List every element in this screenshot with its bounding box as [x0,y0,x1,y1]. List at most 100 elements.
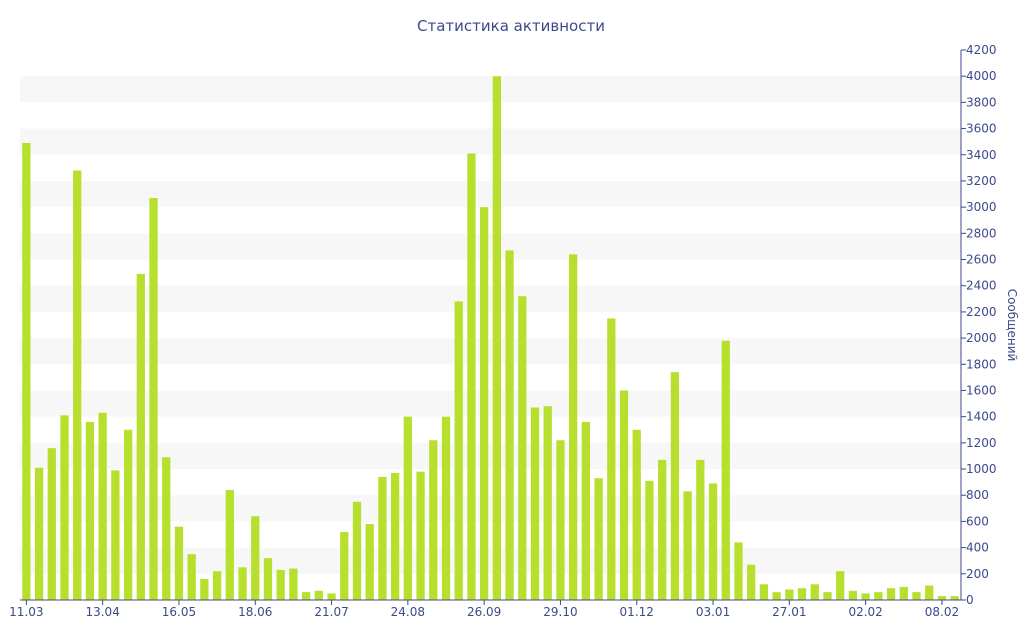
bar[interactable] [759,584,769,600]
bar[interactable] [683,491,692,600]
bar[interactable] [785,589,794,600]
bar[interactable] [721,340,730,600]
bar[interactable] [823,592,832,600]
bar[interactable] [772,592,781,600]
bar[interactable] [365,524,374,600]
y-tick-label: 600 [966,514,989,528]
bar[interactable] [543,406,552,600]
bar[interactable] [162,457,171,600]
bar[interactable] [886,588,896,600]
bar[interactable] [480,207,489,600]
bar[interactable] [314,590,323,600]
bar[interactable] [492,76,501,600]
bar[interactable] [403,416,412,600]
bar[interactable] [123,429,133,600]
bar[interactable] [950,596,959,600]
bar[interactable] [874,592,883,600]
bar[interactable] [937,596,947,600]
bar[interactable] [556,440,565,600]
y-tick-label: 1200 [966,436,997,450]
bar[interactable] [607,318,616,600]
y-axis-label: Сообщений [1005,289,1019,362]
bar[interactable] [60,415,69,600]
bar[interactable] [594,478,603,600]
bar[interactable] [441,416,451,600]
y-tick-label: 1600 [966,383,997,397]
bar[interactable] [225,490,234,600]
bar[interactable] [34,467,44,600]
bar[interactable] [708,483,718,600]
bar[interactable] [747,564,756,600]
bar[interactable] [797,588,807,600]
y-axis: 0 200 400 600 800 1000 1200 1400 1600 1800 2000 220… [960,43,997,607]
y-tick-label: 2400 [966,279,997,293]
y-tick-label: 3400 [966,148,997,162]
bar[interactable] [670,372,680,600]
bar[interactable] [912,592,921,600]
bar[interactable] [200,579,209,600]
x-tick-label: 26.09 [467,605,501,619]
bar[interactable] [467,153,476,600]
bar[interactable] [899,586,908,600]
x-tick-label: 21.07 [314,605,348,619]
bar[interactable] [136,273,145,600]
y-tick-label: 1800 [966,357,997,371]
y-tick-label: 3200 [966,174,997,188]
grid-band [20,233,961,260]
bar[interactable] [581,421,591,600]
grid-band [20,547,961,574]
bar[interactable] [187,554,196,600]
y-tick-label: 4000 [966,69,997,83]
bar[interactable] [696,459,705,600]
bar[interactable] [276,569,285,600]
y-tick-label: 1000 [966,462,997,476]
bar[interactable] [378,476,387,600]
bar[interactable] [212,571,222,600]
bar[interactable] [73,170,82,601]
bar[interactable] [848,590,858,600]
bar[interactable] [454,301,463,600]
y-tick-label: 2000 [966,331,997,345]
y-tick-label: 0 [966,593,974,607]
bar[interactable] [85,421,95,600]
bar[interactable] [416,471,425,600]
bar[interactable] [429,440,438,600]
bar[interactable] [340,531,349,600]
bar[interactable] [47,448,56,600]
x-tick-label: 16.05 [162,605,196,619]
bar[interactable] [518,296,527,600]
bar[interactable] [505,250,514,601]
bar[interactable] [301,592,311,600]
bar[interactable] [111,470,120,600]
y-tick-label: 2200 [966,305,997,319]
grid-bands [20,76,961,574]
bar[interactable] [327,593,336,600]
x-tick-label: 01.12 [620,605,654,619]
bar[interactable] [22,142,31,601]
bar[interactable] [98,412,107,600]
bar[interactable] [238,567,247,600]
bar[interactable] [391,472,400,600]
bar[interactable] [569,254,578,601]
bar[interactable] [861,593,870,600]
bar[interactable] [352,501,362,600]
x-tick-label: 02.02 [848,605,882,619]
bar[interactable] [251,516,260,600]
chart-title: Статистика активности [417,17,605,35]
grid-band [20,76,961,103]
bar[interactable] [530,407,540,601]
bar[interactable] [149,197,158,601]
bar[interactable] [632,429,641,600]
bar[interactable] [925,585,934,600]
bar[interactable] [658,459,667,600]
bar[interactable] [836,571,845,600]
bar[interactable] [289,568,298,600]
bar[interactable] [263,558,273,600]
bar[interactable] [810,584,819,600]
bar[interactable] [734,542,743,600]
bar[interactable] [619,390,629,600]
bar[interactable] [645,480,654,600]
x-tick-label: 27.01 [772,605,806,619]
x-tick-label: 29.10 [543,605,577,619]
bar[interactable] [174,526,184,600]
